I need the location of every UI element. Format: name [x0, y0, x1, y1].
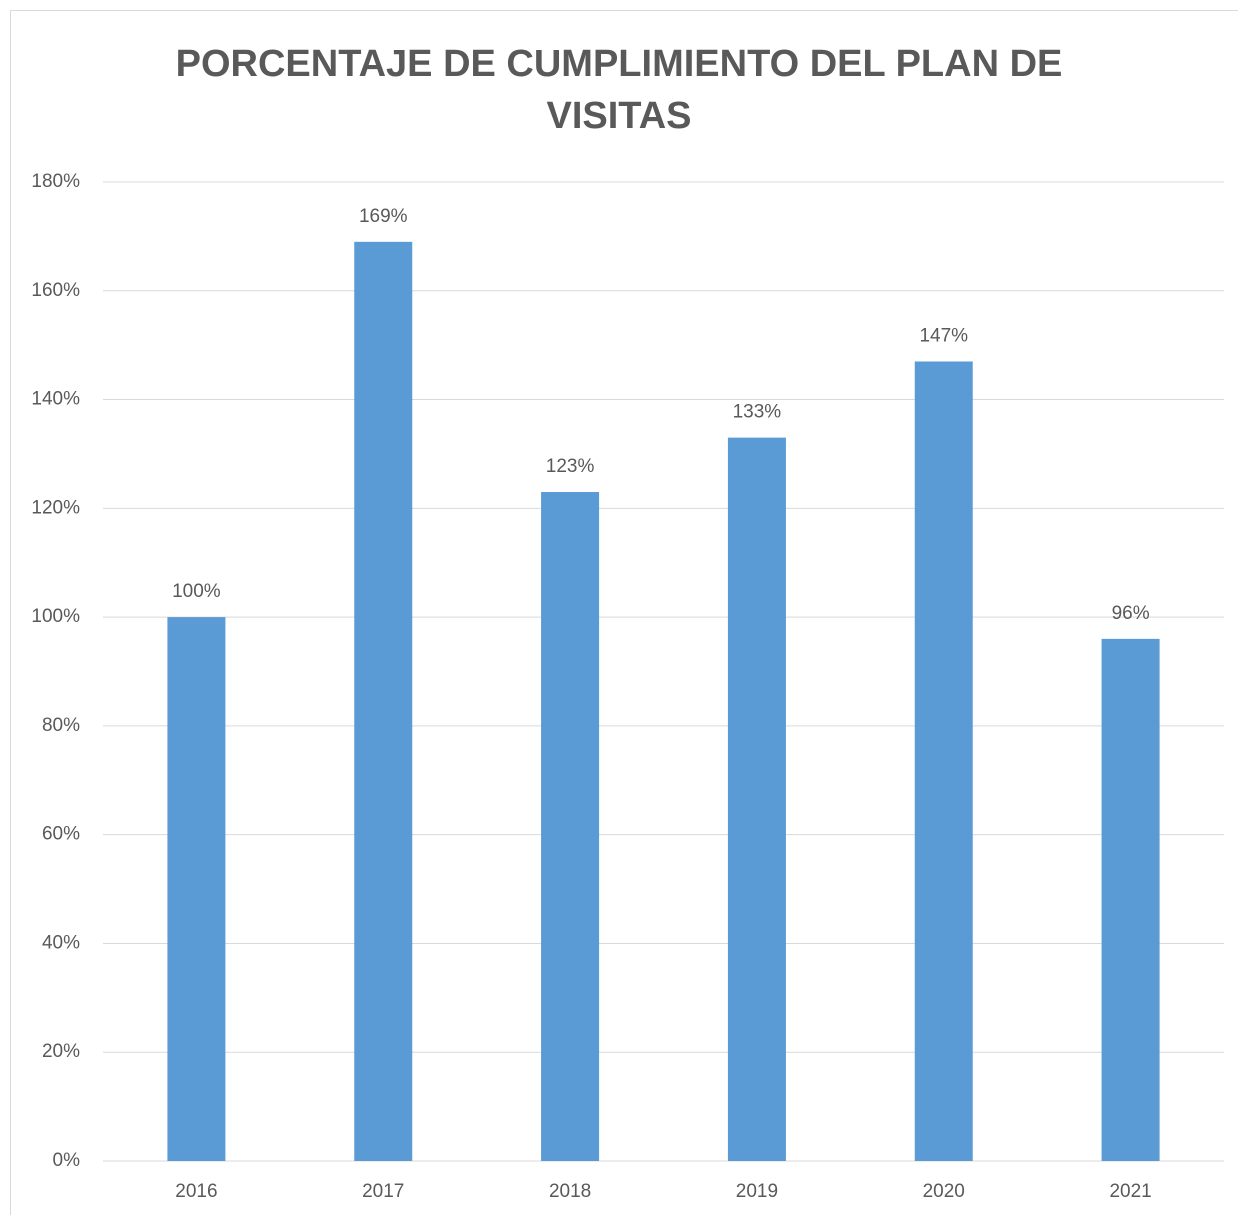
x-tick-label: 2020 — [923, 1181, 965, 1202]
y-tick-label: 20% — [42, 1041, 80, 1062]
data-label: 147% — [919, 325, 968, 346]
y-tick-label: 180% — [31, 171, 80, 192]
y-tick-label: 100% — [31, 606, 80, 627]
chart-border — [10, 10, 1238, 1215]
bar — [541, 492, 600, 1161]
data-label: 169% — [359, 206, 408, 227]
y-tick-label: 160% — [31, 280, 80, 301]
x-tick-label: 2018 — [549, 1181, 591, 1202]
data-label: 133% — [733, 402, 782, 423]
bar — [167, 617, 226, 1161]
data-label: 96% — [1112, 603, 1150, 624]
y-tick-label: 120% — [31, 497, 80, 518]
x-tick-label: 2016 — [175, 1181, 217, 1202]
bar — [1101, 638, 1160, 1161]
x-tick-label: 2017 — [362, 1181, 404, 1202]
x-tick-label: 2019 — [736, 1181, 778, 1202]
bar — [914, 361, 973, 1161]
data-label: 100% — [172, 581, 221, 602]
y-tick-label: 40% — [42, 932, 80, 953]
y-tick-label: 140% — [31, 389, 80, 410]
bar — [727, 437, 786, 1161]
x-tick-label: 2021 — [1109, 1181, 1151, 1202]
y-tick-label: 0% — [53, 1150, 81, 1171]
bar — [354, 241, 413, 1162]
chart-title: PORCENTAJE DE CUMPLIMIENTO DEL PLAN DE V… — [175, 43, 1063, 137]
data-label: 123% — [546, 456, 595, 477]
y-tick-label: 80% — [42, 715, 80, 736]
y-tick-label: 60% — [42, 824, 80, 845]
